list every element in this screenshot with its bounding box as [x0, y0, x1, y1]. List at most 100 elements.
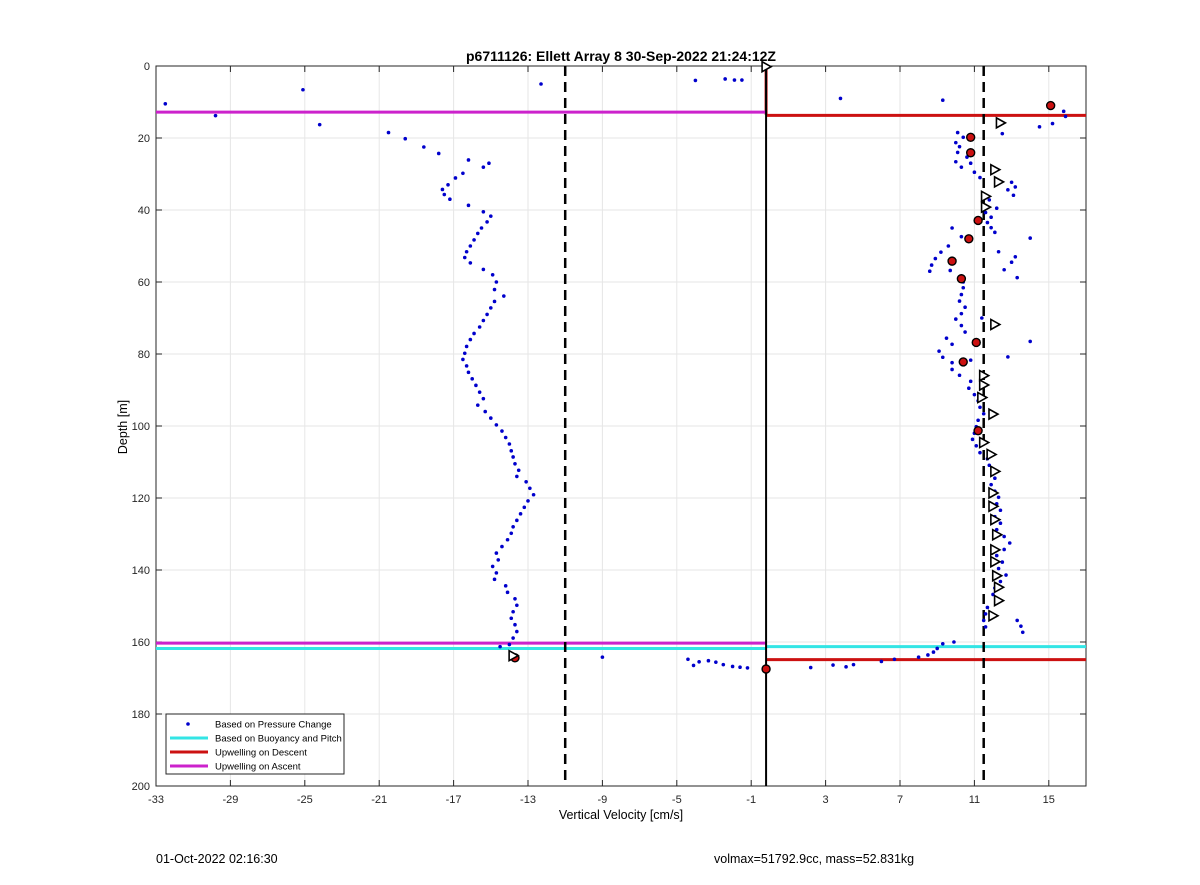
pressure-point	[967, 386, 971, 391]
pressure-point	[500, 429, 504, 433]
x-tick-label: 3	[823, 794, 829, 806]
ascent-marker	[991, 528, 1004, 542]
pressure-point	[505, 590, 510, 595]
pressure-point	[462, 255, 467, 260]
pressure-point	[935, 646, 939, 651]
descent-marker	[973, 215, 983, 226]
pressure-point	[933, 256, 938, 261]
pressure-point	[539, 82, 543, 86]
axes: -33 -29 -25 -21 -17 -13 -9 -5 -1 3 7 11 150204060801…	[132, 61, 1087, 806]
pressure-point	[937, 349, 941, 353]
pressure-point	[386, 130, 391, 135]
pressure-point	[940, 355, 945, 360]
x-tick-label: -13	[520, 794, 536, 806]
descent-marker	[973, 425, 983, 436]
pressure-point	[509, 531, 514, 536]
x-tick-label: -5	[672, 794, 682, 806]
pressure-point	[485, 312, 489, 317]
pressure-point	[516, 468, 521, 473]
pressure-point	[481, 396, 486, 401]
ascent-marker	[993, 594, 1006, 607]
pressure-point	[998, 508, 1003, 513]
descent-marker	[965, 148, 976, 158]
pressure-point	[494, 551, 499, 555]
pressure-point	[989, 482, 993, 487]
pressure-point	[955, 130, 960, 135]
pressure-point	[838, 96, 843, 101]
pressure-point	[505, 537, 510, 542]
pressure-point	[1020, 630, 1025, 635]
pressure-point	[496, 558, 501, 562]
pressure-point	[1028, 236, 1032, 240]
pressure-point	[980, 316, 984, 320]
pressure-point	[1009, 180, 1014, 185]
pressure-point	[600, 655, 605, 659]
pressure-point	[691, 663, 696, 668]
pressure-point	[446, 183, 450, 187]
ascent-marker	[991, 569, 1004, 583]
pressure-point	[489, 416, 493, 420]
ascent-marker	[988, 486, 1000, 500]
pressure-point	[954, 140, 958, 145]
x-tick-label: -9	[598, 794, 608, 806]
pressure-point	[851, 662, 856, 667]
pressure-point	[730, 664, 735, 669]
y-tick-label: 40	[138, 205, 150, 217]
x-tick-label: 15	[1043, 794, 1055, 806]
ascent-marker	[980, 189, 993, 203]
pressure-point	[940, 98, 945, 102]
pressure-point	[1004, 573, 1008, 577]
descent-marker	[964, 234, 974, 244]
legend-label: Based on Pressure Change	[215, 720, 332, 731]
y-tick-label: 180	[132, 709, 150, 721]
pressure-point	[998, 579, 1003, 584]
pressure-point	[926, 653, 930, 657]
pressure-point	[440, 187, 445, 192]
pressure-point	[472, 331, 476, 336]
pressure-point	[993, 476, 997, 481]
pressure-point	[502, 294, 506, 298]
ascent-marker	[995, 116, 1008, 130]
pressure-point	[972, 170, 977, 174]
grid	[155, 65, 1086, 787]
pressure-point	[1037, 125, 1042, 129]
pressure-point	[738, 665, 742, 669]
pressure-point	[916, 655, 921, 659]
pressure-point	[453, 176, 458, 180]
pressure-point	[494, 571, 499, 575]
pressure-point	[948, 268, 953, 273]
pressure-point	[879, 659, 884, 664]
pressure-point	[968, 379, 973, 384]
descent-marker	[761, 664, 771, 674]
pressure-point	[492, 577, 497, 582]
pressure-point	[489, 306, 493, 310]
pressure-point	[513, 597, 517, 601]
pressure-point	[959, 292, 964, 297]
pressure-point	[952, 640, 956, 644]
pressure-point	[961, 285, 966, 290]
x-tick-label: -25	[297, 794, 313, 806]
ascent-marker	[990, 163, 1002, 177]
pressure-point	[466, 203, 471, 208]
y-tick-label: 0	[144, 61, 150, 73]
pressure-point	[494, 423, 499, 427]
pressure-point	[511, 636, 515, 640]
pressure-point	[706, 658, 711, 663]
pressure-point	[950, 360, 954, 365]
pressure-point	[481, 165, 486, 169]
pressure-point	[927, 269, 932, 274]
pressure-point	[468, 337, 473, 342]
pressure-point	[481, 267, 486, 272]
descent-marker	[965, 132, 976, 142]
pressure-point	[515, 603, 519, 608]
pressure-point	[490, 273, 495, 277]
pressure-point	[481, 210, 486, 214]
pressure-point	[483, 409, 488, 414]
pressure-point	[957, 373, 962, 378]
ascent-marker	[978, 369, 991, 382]
ascent-marker	[988, 499, 1000, 513]
pressure-point	[511, 525, 515, 529]
x-tick-label: -1	[746, 794, 756, 806]
pressure-point	[968, 161, 973, 165]
pressure-point	[989, 225, 993, 230]
